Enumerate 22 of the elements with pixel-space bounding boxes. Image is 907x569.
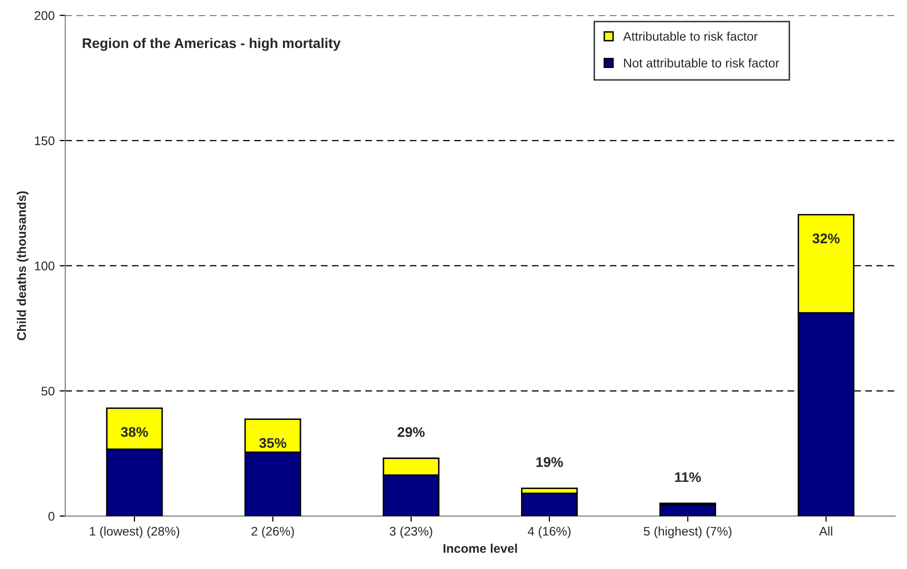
y-tick-label: 100 (34, 262, 54, 270)
x-tick-label: 1 (lowest) (28%) (90, 526, 180, 538)
annotation: 29% (398, 427, 425, 437)
y-tick-label: 200 (34, 11, 54, 20)
annotation: 38% (120, 427, 148, 437)
x-tick-label: 5 (highest) (7%) (644, 526, 732, 538)
legend-label: Not attributable to risk factor (624, 58, 780, 68)
annotation: 11% (675, 472, 701, 482)
annotation: 35% (259, 438, 286, 448)
x-tick-label: 3 (23%) (390, 526, 432, 538)
x-tick-label: 2 (26%) (252, 526, 294, 538)
x-tick-label: 4 (16%) (528, 526, 571, 538)
annotation: 32% (812, 234, 840, 244)
x-axis-title: Income level (444, 544, 517, 553)
y-tick-label: 0 (48, 512, 54, 521)
annotation: 19% (536, 457, 563, 468)
text: Region of the Americas - high mortality (82, 38, 341, 51)
y-axis-title: Child deaths (thousands) (16, 191, 28, 340)
legend-label: Attributable to risk factor (623, 32, 758, 41)
x-tick-label: All (819, 526, 832, 536)
y-tick-label: 50 (41, 386, 54, 396)
y-tick-label: 150 (34, 136, 54, 146)
